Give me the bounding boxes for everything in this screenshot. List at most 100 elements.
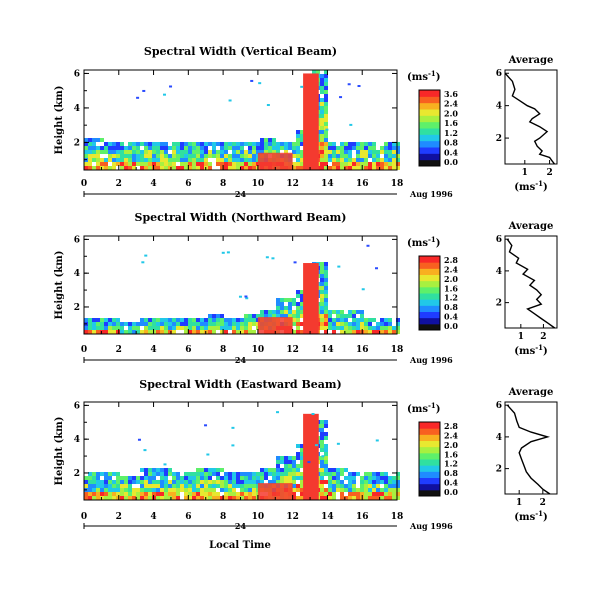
heatmap-cell <box>124 146 128 150</box>
heatmap-cell <box>320 282 324 286</box>
heatmap-cell <box>232 318 236 322</box>
heatmap-cell <box>128 480 132 484</box>
x-tick-label: 2 <box>116 512 122 522</box>
heatmap-cell <box>300 138 304 142</box>
heatmap-cell <box>196 468 200 472</box>
heatmap-cell <box>232 158 236 162</box>
heatmap-cell <box>204 488 208 492</box>
heatmap-speck <box>226 251 230 254</box>
heatmap-cell <box>152 150 156 154</box>
heatmap-cell <box>320 290 324 294</box>
heatmap-cell <box>288 456 292 460</box>
heatmap-cell <box>384 158 388 162</box>
heatmap-cell <box>356 326 360 330</box>
heatmap-cell <box>96 492 100 496</box>
heatmap-cell <box>364 146 368 150</box>
heatmap-cell <box>128 488 132 492</box>
heatmap-cell <box>100 488 104 492</box>
heatmap-cell <box>176 146 180 150</box>
heatmap-speck <box>142 89 146 92</box>
heatmap-cell <box>380 476 384 480</box>
heatmap-cell <box>320 162 324 166</box>
heatmap-cell <box>92 476 96 480</box>
heatmap-cell <box>324 86 328 90</box>
heatmap-cell <box>196 154 200 158</box>
heatmap-cell <box>160 158 164 162</box>
heatmap-cell <box>320 448 324 452</box>
heatmap-cell <box>348 158 352 162</box>
heatmap-cell <box>260 142 264 146</box>
heatmap-cell <box>300 460 304 464</box>
heatmap-cell <box>360 150 364 154</box>
heatmap-cell <box>220 322 224 326</box>
heatmap-cell <box>324 114 328 118</box>
heatmap-cell <box>320 158 324 162</box>
heatmap-cell <box>344 318 348 322</box>
heatmap-cell <box>392 150 396 154</box>
heatmap-cell <box>220 166 224 170</box>
heatmap-cell <box>196 496 200 500</box>
heatmap-cell <box>196 326 200 330</box>
heatmap-cell <box>220 330 224 334</box>
heatmap-cell <box>324 322 328 326</box>
heatmap-cell <box>324 102 328 106</box>
heatmap-cell <box>104 146 108 150</box>
heatmap-cell <box>392 484 396 488</box>
heatmap-cell <box>248 472 252 476</box>
heatmap-cell <box>384 146 388 150</box>
colorbar-segment <box>419 159 440 167</box>
heatmap-cell <box>204 142 208 146</box>
heatmap-cell <box>264 476 268 480</box>
heatmap-cell <box>320 138 324 142</box>
heatmap-cell <box>280 310 284 314</box>
heatmap-cell <box>220 154 224 158</box>
heatmap-speck <box>375 267 379 270</box>
heatmap-cell <box>112 318 116 322</box>
heatmap-cell <box>392 146 396 150</box>
heatmap-cell <box>112 322 116 326</box>
heatmap-cell <box>244 484 248 488</box>
heatmap-cell <box>140 150 144 154</box>
heatmap-cell <box>324 266 328 270</box>
heatmap-cell <box>384 166 388 170</box>
heatmap-cell <box>132 326 136 330</box>
heatmap-cell <box>212 318 216 322</box>
heatmap-cell <box>324 118 328 122</box>
heatmap-cell <box>144 476 148 480</box>
heatmap-cell <box>224 476 228 480</box>
heatmap-cell <box>204 158 208 162</box>
heatmap-speck <box>266 104 270 107</box>
heatmap-cell <box>136 142 140 146</box>
heatmap-cell <box>360 326 364 330</box>
heatmap-cell <box>140 488 144 492</box>
heatmap-speck <box>244 295 248 298</box>
heatmap-cell <box>296 444 300 448</box>
heatmap-cell <box>240 150 244 154</box>
heatmap-cell <box>352 162 356 166</box>
heatmap-cell <box>84 166 88 170</box>
heatmap-cell <box>244 472 248 476</box>
heatmap-cell <box>132 146 136 150</box>
heatmap-cell <box>240 330 244 334</box>
heatmap-cell <box>240 154 244 158</box>
heatmap-cell <box>120 484 124 488</box>
heatmap-speck <box>349 123 353 126</box>
heatmap-cell <box>136 330 140 334</box>
heatmap-cell <box>284 142 288 146</box>
heatmap-cell <box>352 142 356 146</box>
heatmap-cell <box>200 476 204 480</box>
heatmap-cell <box>164 326 168 330</box>
heatmap-cell <box>168 480 172 484</box>
heatmap-cell <box>148 496 152 500</box>
heatmap-cell <box>340 142 344 146</box>
heatmap-cell <box>388 146 392 150</box>
heatmap-cell <box>212 468 216 472</box>
heatmap-cell <box>280 456 284 460</box>
heatmap-cell <box>332 162 336 166</box>
heatmap-cell <box>196 476 200 480</box>
heatmap-cell <box>108 476 112 480</box>
heatmap-cell <box>284 468 288 472</box>
y-tick-label: 6 <box>74 401 80 411</box>
heatmap-cell <box>320 318 324 322</box>
heatmap-cell <box>144 468 148 472</box>
